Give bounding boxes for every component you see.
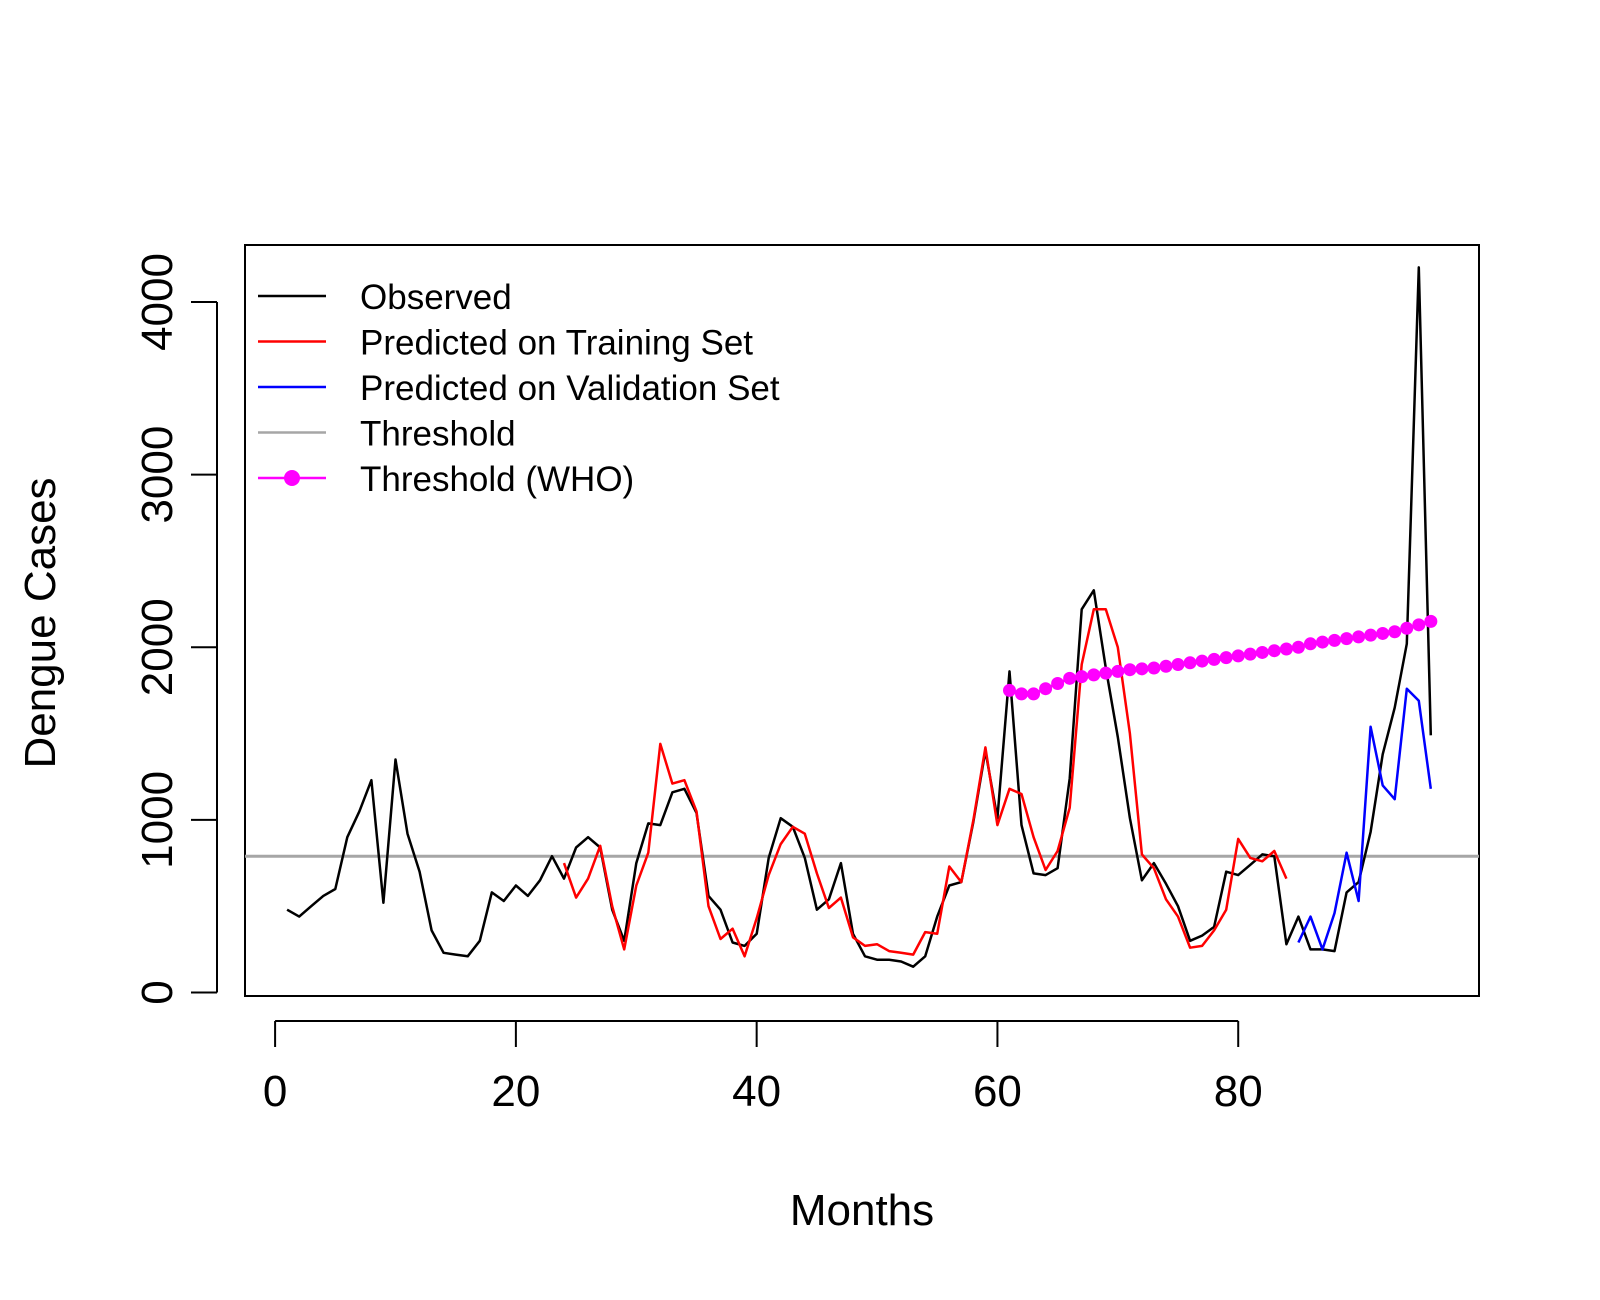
- who-threshold-point: [1243, 647, 1257, 661]
- who-threshold-point: [1099, 666, 1113, 680]
- legend-marker: [284, 470, 300, 486]
- who-threshold-point: [1267, 644, 1281, 658]
- who-threshold-point: [1195, 654, 1209, 668]
- who-threshold-point: [1087, 668, 1101, 682]
- plot-frame: [244, 244, 1480, 997]
- x-tick-label: 80: [1214, 1067, 1263, 1116]
- who-threshold-point: [1159, 659, 1173, 673]
- who-threshold-point: [1123, 663, 1137, 677]
- who-threshold-point: [1075, 670, 1089, 684]
- series-layer: [286, 266, 1438, 968]
- x-axis-label: Months: [790, 1186, 934, 1235]
- x-tick-label: 0: [263, 1067, 287, 1116]
- x-tick-label: 60: [973, 1067, 1022, 1116]
- legend-label-observed: Observed: [360, 278, 512, 317]
- y-tick-label: 3000: [133, 426, 182, 524]
- who-threshold-point: [1400, 621, 1414, 635]
- who-threshold-point: [1135, 662, 1149, 676]
- who-threshold-point: [1147, 661, 1161, 675]
- series-line-observed: [286, 266, 1433, 968]
- y-tick-label: 1000: [133, 771, 182, 869]
- who-threshold-point: [1015, 687, 1029, 701]
- y-tick-label: 4000: [133, 253, 182, 351]
- who-threshold-point: [1219, 651, 1233, 665]
- who-threshold-point: [1340, 632, 1354, 646]
- who-threshold-point: [1051, 677, 1065, 691]
- who-threshold-point: [1063, 671, 1077, 685]
- who-threshold-point: [1388, 625, 1402, 639]
- who-threshold-point: [1207, 652, 1221, 666]
- who-threshold-point: [1315, 635, 1329, 649]
- legend-label-threshold: Threshold: [360, 415, 516, 454]
- legend-label-predicted-on-training-set: Predicted on Training Set: [360, 324, 753, 363]
- who-threshold-point: [1279, 642, 1293, 656]
- legend-label-predicted-on-validation-set: Predicted on Validation Set: [360, 369, 780, 408]
- who-threshold-point: [1255, 645, 1269, 659]
- who-threshold-point: [1412, 618, 1426, 632]
- who-threshold-point: [1027, 687, 1041, 701]
- axes-layer: 0 20 40 60 80 0 1000 2000 3000 4000: [133, 253, 1263, 1116]
- who-threshold-point: [1171, 658, 1185, 672]
- who-threshold-point: [1364, 628, 1378, 642]
- x-tick-label: 40: [732, 1067, 781, 1116]
- series-line-predicted-on-validation-set: [1297, 687, 1433, 951]
- who-threshold-point: [1039, 682, 1053, 696]
- who-threshold-point: [1291, 640, 1305, 654]
- who-threshold-point: [1002, 683, 1016, 697]
- who-threshold-point: [1328, 633, 1342, 647]
- legend-label-threshold-who: Threshold (WHO): [360, 460, 634, 499]
- who-threshold-point: [1183, 656, 1197, 670]
- x-tick-label: 20: [491, 1067, 540, 1116]
- who-threshold-point: [1352, 630, 1366, 644]
- who-threshold-point: [1111, 664, 1125, 678]
- y-tick-label: 0: [133, 980, 182, 1004]
- y-tick-label: 2000: [133, 598, 182, 696]
- who-threshold-point: [1303, 637, 1317, 651]
- y-axis-label: Dengue Cases: [16, 477, 65, 768]
- series-line-predicted-on-training-set: [562, 608, 1288, 958]
- who-threshold-point: [1424, 614, 1438, 628]
- legend: Observed Predicted on Training Set Predict…: [258, 278, 780, 499]
- who-threshold-point: [1231, 649, 1245, 663]
- who-threshold-point: [1376, 626, 1390, 640]
